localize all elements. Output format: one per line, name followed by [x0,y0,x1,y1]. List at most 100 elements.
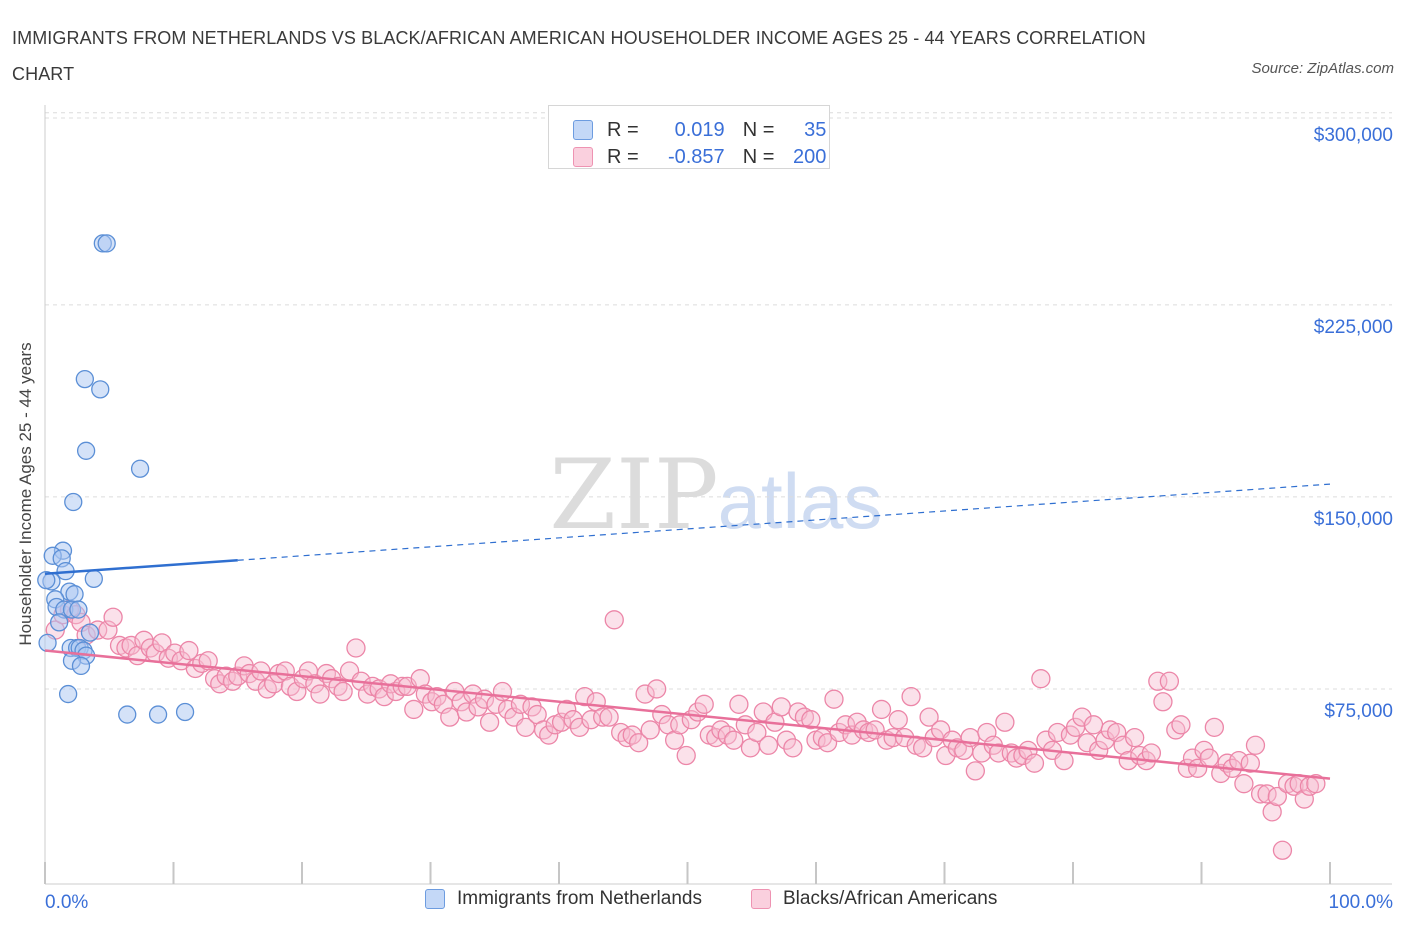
data-point-blue [84,569,103,588]
data-point-pink [1024,753,1045,773]
data-point-pink [427,686,447,707]
data-point-pink [599,707,619,727]
data-point-pink [640,720,660,740]
data-point-pink [264,674,284,694]
data-point-pink [1234,774,1254,794]
data-point-pink [724,730,744,750]
legend-r-label: R = [607,145,639,168]
data-point-blue [175,702,195,722]
data-point-pink [569,717,590,738]
data-point-pink [165,643,185,663]
bottom-legend-swatch-pink [751,889,771,909]
data-point-pink [479,712,500,732]
data-point-pink [257,679,277,699]
data-point-pink [593,707,613,727]
y-tick-label: $225,000 [1314,317,1393,338]
data-point-pink [98,620,118,640]
data-point-pink [1171,715,1191,735]
data-point-pink [1262,802,1282,822]
data-point-blue [80,623,100,642]
chart-title: IMMIGRANTS FROM NETHERLANDS VS BLACK/AFR… [12,28,1146,84]
y-tick-label: $300,000 [1314,125,1393,146]
x-tick-label-max: 100.0% [1329,892,1394,913]
series-netherlands [37,234,195,724]
data-point-pink [404,699,424,720]
data-point-pink [179,640,199,661]
data-point-pink [919,707,939,727]
data-point-pink [1204,717,1224,738]
data-point-pink [440,707,460,727]
data-point-pink [717,725,737,745]
data-point-pink [647,679,667,699]
data-point-blue [69,600,88,619]
data-point-pink [783,738,803,758]
data-point-pink [694,694,714,714]
data-point-pink [116,638,136,658]
data-point-pink [239,663,259,684]
data-point-pink [1113,735,1133,755]
legend-n-value: 200 [793,145,827,168]
legend-r-value: -0.857 [667,145,725,168]
data-point-pink [1031,669,1051,689]
data-point-pink [1159,671,1180,691]
data-point-pink [771,697,791,717]
data-point-pink [888,710,908,730]
data-point-blue [130,459,150,478]
data-point-blue [65,585,84,604]
data-point-pink [1306,774,1326,794]
legend-n-value: 35 [804,118,827,141]
data-point-pink [711,720,731,740]
watermark-atlas: atlas [718,457,883,545]
legend-r-value: 0.019 [674,118,725,141]
data-point-pink [995,712,1015,732]
bottom-legend-label: Blacks/African Americans [783,888,998,909]
data-point-blue [37,570,56,590]
y-tick-label: $75,000 [1324,701,1393,722]
legend-n-label: N = [742,118,775,141]
data-point-pink [801,710,821,730]
data-point-pink [824,689,844,709]
data-point-pink [557,699,577,720]
data-point-pink [622,725,642,745]
data-point-pink [1095,730,1115,750]
data-point-pink [901,686,921,707]
data-point-pink [676,745,696,766]
bottom-legend-label: Immigrants from Netherlands [457,888,702,909]
y-tick-label: $150,000 [1314,509,1393,530]
data-point-pink [228,666,248,686]
data-point-pink [665,730,685,750]
data-point-pink [1072,707,1092,727]
data-point-blue [76,441,96,460]
data-point-pink [1245,735,1266,755]
watermark-zip: ZIP [549,439,718,551]
data-point-pink [1083,715,1104,735]
data-point-pink [629,733,649,753]
data-point-pink [551,712,572,732]
data-point-pink [1240,753,1260,773]
data-point-pink [871,699,892,720]
data-point-blue [38,633,57,653]
data-point-pink [965,761,985,781]
data-point-pink [604,610,624,630]
data-point-blue [64,492,83,512]
data-point-pink [652,704,672,725]
data-point-pink [456,702,477,722]
legend-row-netherlands: R = 0.019 N = 35 [573,117,826,143]
data-point-pink [1294,789,1314,809]
legend-r-label: R = [607,118,639,141]
legend-swatch-pink [573,147,593,167]
data-point-pink [575,686,595,707]
data-point-pink [617,727,637,748]
x-tick-label-min: 0.0% [45,892,88,913]
data-point-blue [148,705,168,724]
data-point-pink [103,607,123,627]
data-point-pink [346,638,366,658]
data-point-pink [611,722,631,743]
data-point-pink [1284,776,1304,796]
trend-line-pink [44,649,1331,780]
legend-swatch-blue [573,120,593,140]
data-point-blue [91,380,110,399]
data-point-pink [1272,840,1293,860]
data-point-pink [747,722,767,743]
